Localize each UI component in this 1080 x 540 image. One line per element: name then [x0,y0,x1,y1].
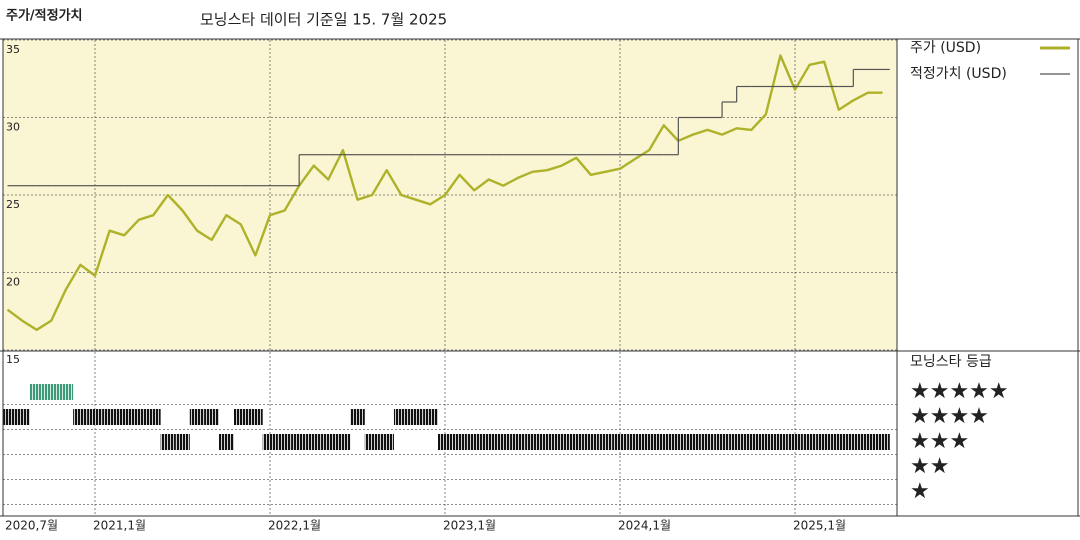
legend-label: 적정가치 (USD) [910,66,1007,82]
rating-bar [218,434,234,450]
rating-bar [787,434,803,450]
rating-bar [802,434,817,450]
rating-bar [262,434,278,450]
rating-bar [875,434,890,450]
rating-bar [306,434,322,450]
x-tick-label: 2021,1월 [93,519,146,533]
rating-bar [160,434,176,450]
rating-bar [452,434,467,450]
x-tick-label: 2020,7월 [5,519,58,533]
rating-bar [714,434,730,450]
rating-bar [175,434,190,450]
rating-bar [773,434,788,450]
rating-bar [671,434,686,450]
rating-bar [408,409,424,425]
rating-bar [87,409,103,425]
rating-bar [335,434,351,450]
x-tick-label: 2024,1월 [618,519,671,533]
rating-bar [204,409,219,425]
rating-bar [73,409,88,425]
rating-bar [277,434,292,450]
rating-bar [831,434,847,450]
chart-subtitle: 모닝스타 데이터 기준일 15. 7월 2025 [200,11,447,29]
rating-title: 모닝스타 등급 [910,354,992,370]
rating-level-label: ★★★ [910,429,969,454]
rating-bar [700,434,715,450]
rating-bar [583,434,599,450]
rating-bar [510,434,526,450]
rating-bar [364,434,380,450]
rating-bar [43,384,59,400]
rating-bar [146,409,161,425]
y-tick-label: 25 [6,198,20,211]
rating-bar [379,434,394,450]
rating-bar [656,434,672,450]
rating-bar [116,409,132,425]
rating-bar [685,434,701,450]
rating-bar [743,434,759,450]
rating-bar [729,434,744,450]
rating-bar [758,434,774,450]
rating-bar [233,409,249,425]
rating-level-label: ★★ [910,454,949,479]
rating-bar [350,409,365,425]
rating-bar [189,409,205,425]
legend-label: 주가 (USD) [910,40,981,56]
y-tick-label: 30 [6,121,20,134]
y-tick-label: 15 [6,353,20,366]
rating-level-label: ★ [910,479,930,504]
rating-level-label: ★★★★ [910,404,989,429]
rating-bar [466,434,482,450]
x-tick-label: 2022,1월 [268,519,321,533]
rating-bar [598,434,613,450]
rating-bar [846,434,861,450]
rating-bar [627,434,642,450]
y-tick-label: 20 [6,276,20,289]
rating-bar [860,434,876,450]
rating-bar [29,384,44,400]
rating-bar [816,434,832,450]
rating-bar [539,434,555,450]
rating-bar [437,434,453,450]
rating-bar [58,384,74,400]
chart-title: 주가/적정가치 [6,8,83,24]
rating-bar [393,409,409,425]
rating-bar [423,409,438,425]
rating-bar [321,434,336,450]
rating-bar [481,434,497,450]
rating-bar [131,409,147,425]
y-tick-label: 35 [6,43,20,56]
rating-bar [612,434,628,450]
rating-bar [525,434,540,450]
rating-bar [568,434,584,450]
rating-bar [248,409,263,425]
rating-level-label: ★★★★★ [910,379,1009,404]
rating-bar [14,409,30,425]
rating-bar [496,434,511,450]
rating-bar [641,434,657,450]
x-tick-label: 2023,1월 [443,519,496,533]
rating-bar [3,409,15,425]
rating-bar [291,434,307,450]
x-tick-label: 2025,1월 [793,519,846,533]
rating-bar [102,409,117,425]
rating-bar [554,434,569,450]
price-line [6,54,883,331]
